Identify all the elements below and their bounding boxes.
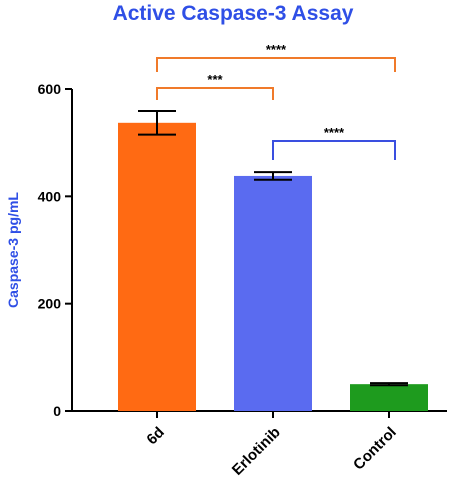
significance-label: *** — [207, 72, 223, 87]
y-axis-label: Caspase-3 pg/mL — [5, 192, 21, 308]
x-tick-label: 6d — [143, 424, 167, 448]
bar — [350, 384, 428, 411]
y-tick-label: 200 — [38, 296, 62, 312]
significance-label: **** — [324, 125, 345, 140]
y-tick-label: 0 — [53, 403, 61, 419]
y-tick-label: 600 — [38, 81, 62, 97]
y-tick-label: 400 — [38, 188, 62, 204]
x-tick-label: Control — [350, 424, 400, 474]
bar — [234, 175, 312, 411]
significance-bracket — [272, 140, 396, 160]
bar — [118, 122, 196, 411]
chart-title: Active Caspase-3 Assay — [113, 2, 354, 25]
x-tick-label: Erlotinib — [229, 424, 284, 479]
significance-bracket — [156, 57, 396, 72]
significance-label: **** — [266, 42, 287, 57]
significance-bracket — [156, 87, 274, 100]
